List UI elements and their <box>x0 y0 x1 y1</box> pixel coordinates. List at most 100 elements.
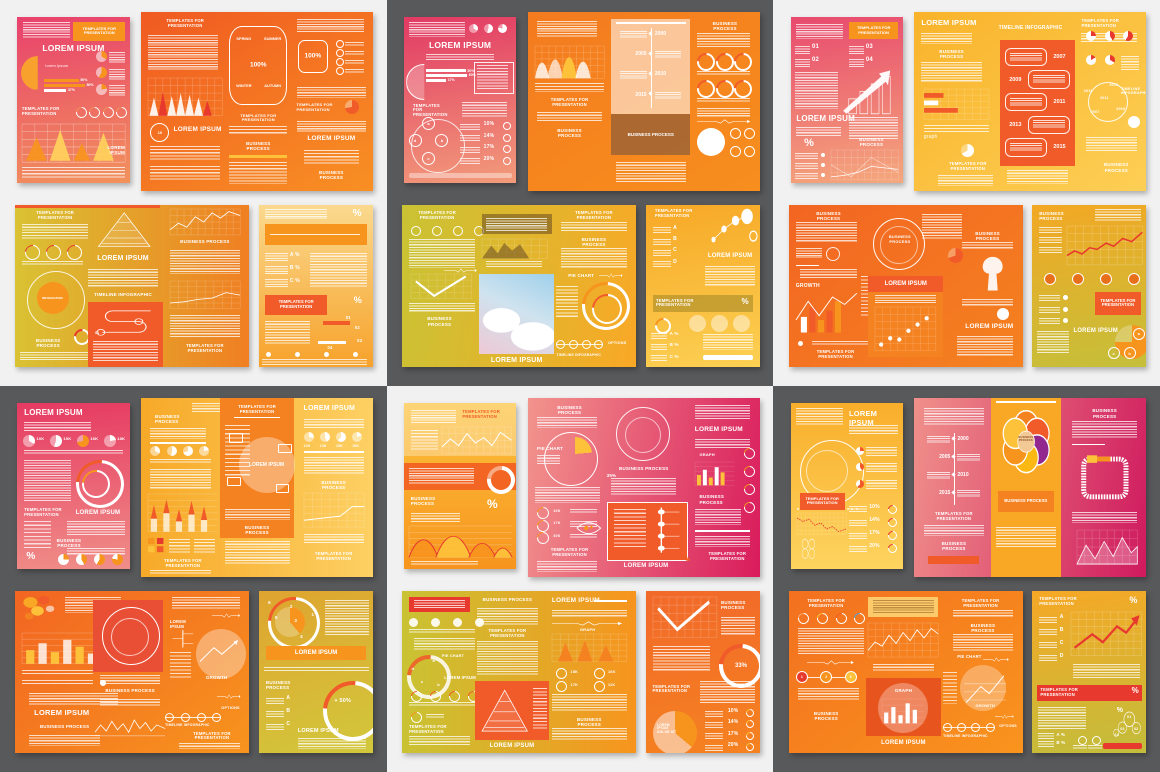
text-label: 10K <box>303 444 311 449</box>
slide-thumbnail[interactable]: TEMPLATES FOR PRESENTATION% A B C D TEMPLATES… <box>1032 590 1147 753</box>
pie-chart-icon <box>95 83 107 95</box>
text-label: TEMPLATES FOR PRESENTATION <box>296 102 333 112</box>
ring-icon <box>741 499 757 515</box>
placeholder-text-lines <box>654 91 682 99</box>
text-label: 6 <box>268 600 271 606</box>
1 <box>996 308 1009 321</box>
slide-thumbnail[interactable]: TEMPLATES FOR PRESENTATION INFOGRAPHIC BUS… <box>15 204 250 367</box>
text-label: TEMPLATES FOR PRESENTATION <box>807 597 846 608</box>
placeholder-text-lines <box>849 116 899 139</box>
slide-thumbnail[interactable]: BUSINESS PROCESS TEMPLATES FOR PRESENTATI… <box>1032 204 1147 367</box>
placeholder-text-lines <box>849 532 867 540</box>
text-label: TEMPLATES FOR PRESENTATION <box>82 25 116 36</box>
text-label: TEMPLATES FOR PRESENTATION <box>418 210 456 220</box>
slide-thumbnail[interactable]: BUSINESS PROCESS 33% TEMPLATES FOR PRESENT… <box>645 590 760 753</box>
placeholder-text-lines <box>345 42 364 48</box>
placeholder-text-lines <box>148 34 218 71</box>
slide-thumbnail[interactable]: LOREM IPSUM BUSINESS PROCESS BUSINESS PROC… <box>15 590 250 753</box>
text-label: 10% <box>483 120 495 127</box>
slide-thumbnail[interactable]: BUSINESS PROCESS TEMPLATES FOR PRESENTATI… <box>141 397 374 578</box>
slide-thumbnail[interactable]: BUSINESS PROCESS GROWTH TEMPLATES FOR PRES… <box>788 204 1023 367</box>
placeholder-text-lines <box>654 51 682 59</box>
bubble-cluster <box>22 595 57 624</box>
text-label: 14% <box>483 132 495 139</box>
section-badge: TEMPLATES FOR PRESENTATION <box>264 295 328 315</box>
bar-value-label: 37% <box>67 88 75 93</box>
slide-thumbnail[interactable]: PIE CHART a d c b LOREM IPSUM TEMPLATES FOR PR… <box>402 590 637 753</box>
ring-icon <box>1078 736 1087 746</box>
text-label: 17% <box>727 730 739 737</box>
placeholder-text-lines <box>264 266 288 275</box>
slide-thumbnail[interactable]: LOREM IPSUM 10K 15K 16K 18K TEMPLATES FOR PRE… <box>17 403 130 570</box>
slide-thumbnail[interactable]: TEMPLATES FOR PRESENTATION BUSINESS PROCE… <box>404 403 517 570</box>
text-label: % <box>1131 686 1139 696</box>
text-label: a <box>432 657 435 663</box>
pie-chart-icon <box>166 446 177 457</box>
placeholder-text-lines <box>426 53 494 61</box>
text-label: OPTIONS <box>221 705 240 710</box>
panel-block: BUSINESS PROCESS <box>611 113 691 156</box>
dot-icon <box>431 618 441 628</box>
text-label: lorem ipsum <box>45 63 69 68</box>
slide-thumbnail[interactable]: BUSINESS PROCESS PIE CHART 35% 10K 17K 30K TEM… <box>527 397 760 578</box>
slide-thumbnail[interactable]: TEMPLATES FOR PRESENTATION 1 2 3 BUSINESS PR… <box>788 590 1023 753</box>
winding-path <box>93 307 158 336</box>
template-panel-4: LOREM IPSUM 10K 15K 16K 18K TEMPLATES FOR PRE… <box>0 386 387 772</box>
text-label: TEMPLATES FOR PRESENTATION <box>652 683 691 694</box>
text-label: BUSINESS PROCESS <box>39 723 90 729</box>
panel-block <box>995 401 1056 403</box>
slide-thumbnail[interactable]: TEMPLATES FOR PRESENTATION 10 LOREM IPSUM S… <box>141 11 374 192</box>
4 <box>165 712 222 722</box>
slide-thumbnail[interactable]: TEMPLATES FOR PRESENTATION BUSINESS PROCE… <box>402 204 637 367</box>
panel-block <box>865 678 941 737</box>
placeholder-text-lines <box>865 463 898 474</box>
placeholder-text-lines <box>460 158 481 166</box>
pie-chart-icon <box>855 479 864 488</box>
peaks-chart <box>147 77 223 116</box>
slide-thumbnail[interactable]: LOREM IPSUM TEMPLATES FOR PRESENTATION 10%… <box>790 403 903 570</box>
text-label: LOREM IPSUM <box>97 254 149 262</box>
text-label: TIMELINE INFOGRAPHIC <box>556 352 601 357</box>
slide-thumbnail[interactable]: LOREM IPSUM 50% 60% 17% TEMPLATES FOR PRESEN… <box>404 17 517 184</box>
placeholder-text-lines <box>795 58 810 68</box>
text-label: BUSINESS PROCESS <box>557 404 582 415</box>
1 <box>1063 295 1069 301</box>
text-label: b <box>440 137 444 143</box>
placeholder-text-lines <box>476 608 538 625</box>
placeholder-text-lines <box>923 124 989 132</box>
text-label: TEMPLATES FOR PRESENTATION <box>413 102 448 118</box>
slide-thumbnail[interactable]: TEMPLATES FOR PRESENTATION BUSINESS PROCE… <box>527 11 760 192</box>
text-label: 1 <box>311 611 315 617</box>
placeholder-text-lines <box>551 728 627 742</box>
slide-thumbnail[interactable]: TEMPLATES FOR PRESENTATION LOREM IPSUM lor… <box>17 17 130 184</box>
text-label: LOREM IPSUM <box>623 562 669 569</box>
ring-icon <box>593 681 605 693</box>
ring-icon <box>741 445 757 462</box>
pie-chart-icon <box>498 23 508 33</box>
ring-icon <box>335 40 344 49</box>
slide-thumbnail[interactable]: TEMPLATES FOR PRESENTATION 01 02 03 04 LOREM … <box>790 17 903 184</box>
text-label: A <box>286 694 291 701</box>
chain-node <box>180 712 190 722</box>
slide-thumbnail[interactable]: % A % B % C % TEMPLATES FOR PRESENTATION% 01 0… <box>259 204 374 367</box>
panel-block <box>652 295 753 312</box>
timeline-entry-box <box>1004 93 1047 112</box>
slide-thumbnail[interactable]: 2000 2005 2010 2015 TEMPLATES FOR PRESENTATI… <box>914 397 1147 578</box>
text-label: TEMPLATES FOR PRESENTATION <box>36 210 75 220</box>
placeholder-text-lines <box>345 69 364 75</box>
placeholder-text-lines <box>1095 209 1141 223</box>
text-label: PIE CHART <box>957 654 982 660</box>
slide-thumbnail[interactable]: TEMPLATES FOR PRESENTATION A B C D LOREM IPSU… <box>645 204 760 367</box>
placeholder-text-lines <box>460 123 481 131</box>
text-label: C % <box>289 278 300 285</box>
placeholder-text-lines <box>24 449 123 455</box>
placeholder-text-lines <box>615 162 686 183</box>
text-label: B <box>286 707 291 714</box>
dot-icon <box>1099 272 1112 285</box>
placeholder-text-lines <box>409 629 475 635</box>
dot-icon <box>432 225 443 236</box>
placeholder-text-lines <box>551 610 627 619</box>
ring-icon <box>886 516 900 529</box>
slide-thumbnail[interactable]: 6 2 1 5 3 4 LOREM IPSUM BUSINESS PROCESS A B C + 50… <box>259 590 374 753</box>
slide-thumbnail[interactable]: LOREM IPSUM TIMELINE INFOGRAPHIC TEMPLATES… <box>914 11 1147 192</box>
